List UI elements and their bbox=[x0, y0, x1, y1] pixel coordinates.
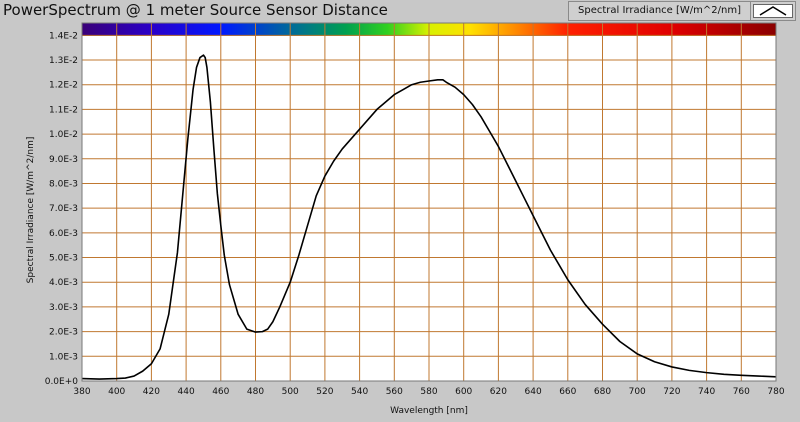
y-tick-label: 1.0E-3 bbox=[49, 352, 78, 362]
y-tick-label: 1.0E-2 bbox=[49, 130, 78, 140]
y-tick-label: 9.0E-3 bbox=[49, 155, 78, 165]
x-tick-label: 640 bbox=[525, 387, 542, 397]
y-tick-label: 8.0E-3 bbox=[49, 179, 78, 189]
x-tick-label: 760 bbox=[733, 387, 750, 397]
x-tick-label: 540 bbox=[351, 387, 368, 397]
y-tick-label: 3.0E-3 bbox=[49, 303, 78, 313]
x-tick-label: 520 bbox=[316, 387, 333, 397]
plot-frame bbox=[81, 22, 777, 382]
legend-label: Spectral Irradiance [W/m^2/nm] bbox=[569, 2, 751, 20]
chart-title: PowerSpectrum @ 1 meter Source Sensor Di… bbox=[3, 1, 388, 19]
y-axis-ticks: 0.0E+0 1.0E-3 2.0E-3 3.0E-3 4.0E-3 5.0E-3 6.0E… bbox=[45, 31, 79, 387]
x-tick-label: 620 bbox=[490, 387, 507, 397]
x-tick-label: 500 bbox=[282, 387, 299, 397]
x-tick-label: 440 bbox=[178, 387, 195, 397]
spectral-irradiance-series bbox=[81, 54, 777, 380]
y-tick-label: 4.0E-3 bbox=[49, 278, 78, 288]
x-tick-label: 600 bbox=[455, 387, 472, 397]
x-tick-label: 400 bbox=[108, 387, 125, 397]
x-tick-label: 460 bbox=[212, 387, 229, 397]
x-tick-label: 560 bbox=[386, 387, 403, 397]
y-tick-label: 0.0E+0 bbox=[45, 377, 79, 387]
x-tick-label: 660 bbox=[559, 387, 576, 397]
legend[interactable]: Spectral Irradiance [W/m^2/nm] bbox=[568, 1, 796, 21]
legend-line-swatch-icon[interactable] bbox=[753, 4, 793, 18]
y-tick-label: 6.0E-3 bbox=[49, 229, 78, 239]
x-tick-label: 380 bbox=[73, 387, 90, 397]
grid-lines bbox=[81, 23, 777, 382]
y-tick-label: 1.3E-2 bbox=[49, 56, 78, 66]
x-tick-label: 740 bbox=[698, 387, 715, 397]
x-axis-title: Wavelength [nm] bbox=[390, 406, 468, 416]
y-tick-label: 1.4E-2 bbox=[49, 31, 78, 41]
x-tick-label: 700 bbox=[629, 387, 646, 397]
y-tick-label: 7.0E-3 bbox=[49, 204, 78, 214]
y-axis-title: Spectral Irradiance [W/m^2/nm] bbox=[26, 137, 36, 284]
x-tick-label: 420 bbox=[143, 387, 160, 397]
y-tick-label: 5.0E-3 bbox=[49, 254, 78, 264]
x-tick-label: 780 bbox=[767, 387, 784, 397]
x-tick-label: 480 bbox=[247, 387, 264, 397]
y-tick-label: 2.0E-3 bbox=[49, 328, 78, 338]
x-tick-label: 720 bbox=[663, 387, 680, 397]
x-tick-label: 680 bbox=[594, 387, 611, 397]
x-tick-label: 580 bbox=[420, 387, 437, 397]
x-axis-ticks: 380 400 420 440 460 480 500 520 540 560 580 600 620 6… bbox=[73, 387, 784, 397]
y-tick-label: 1.1E-2 bbox=[49, 105, 78, 115]
y-tick-label: 1.2E-2 bbox=[49, 81, 78, 91]
